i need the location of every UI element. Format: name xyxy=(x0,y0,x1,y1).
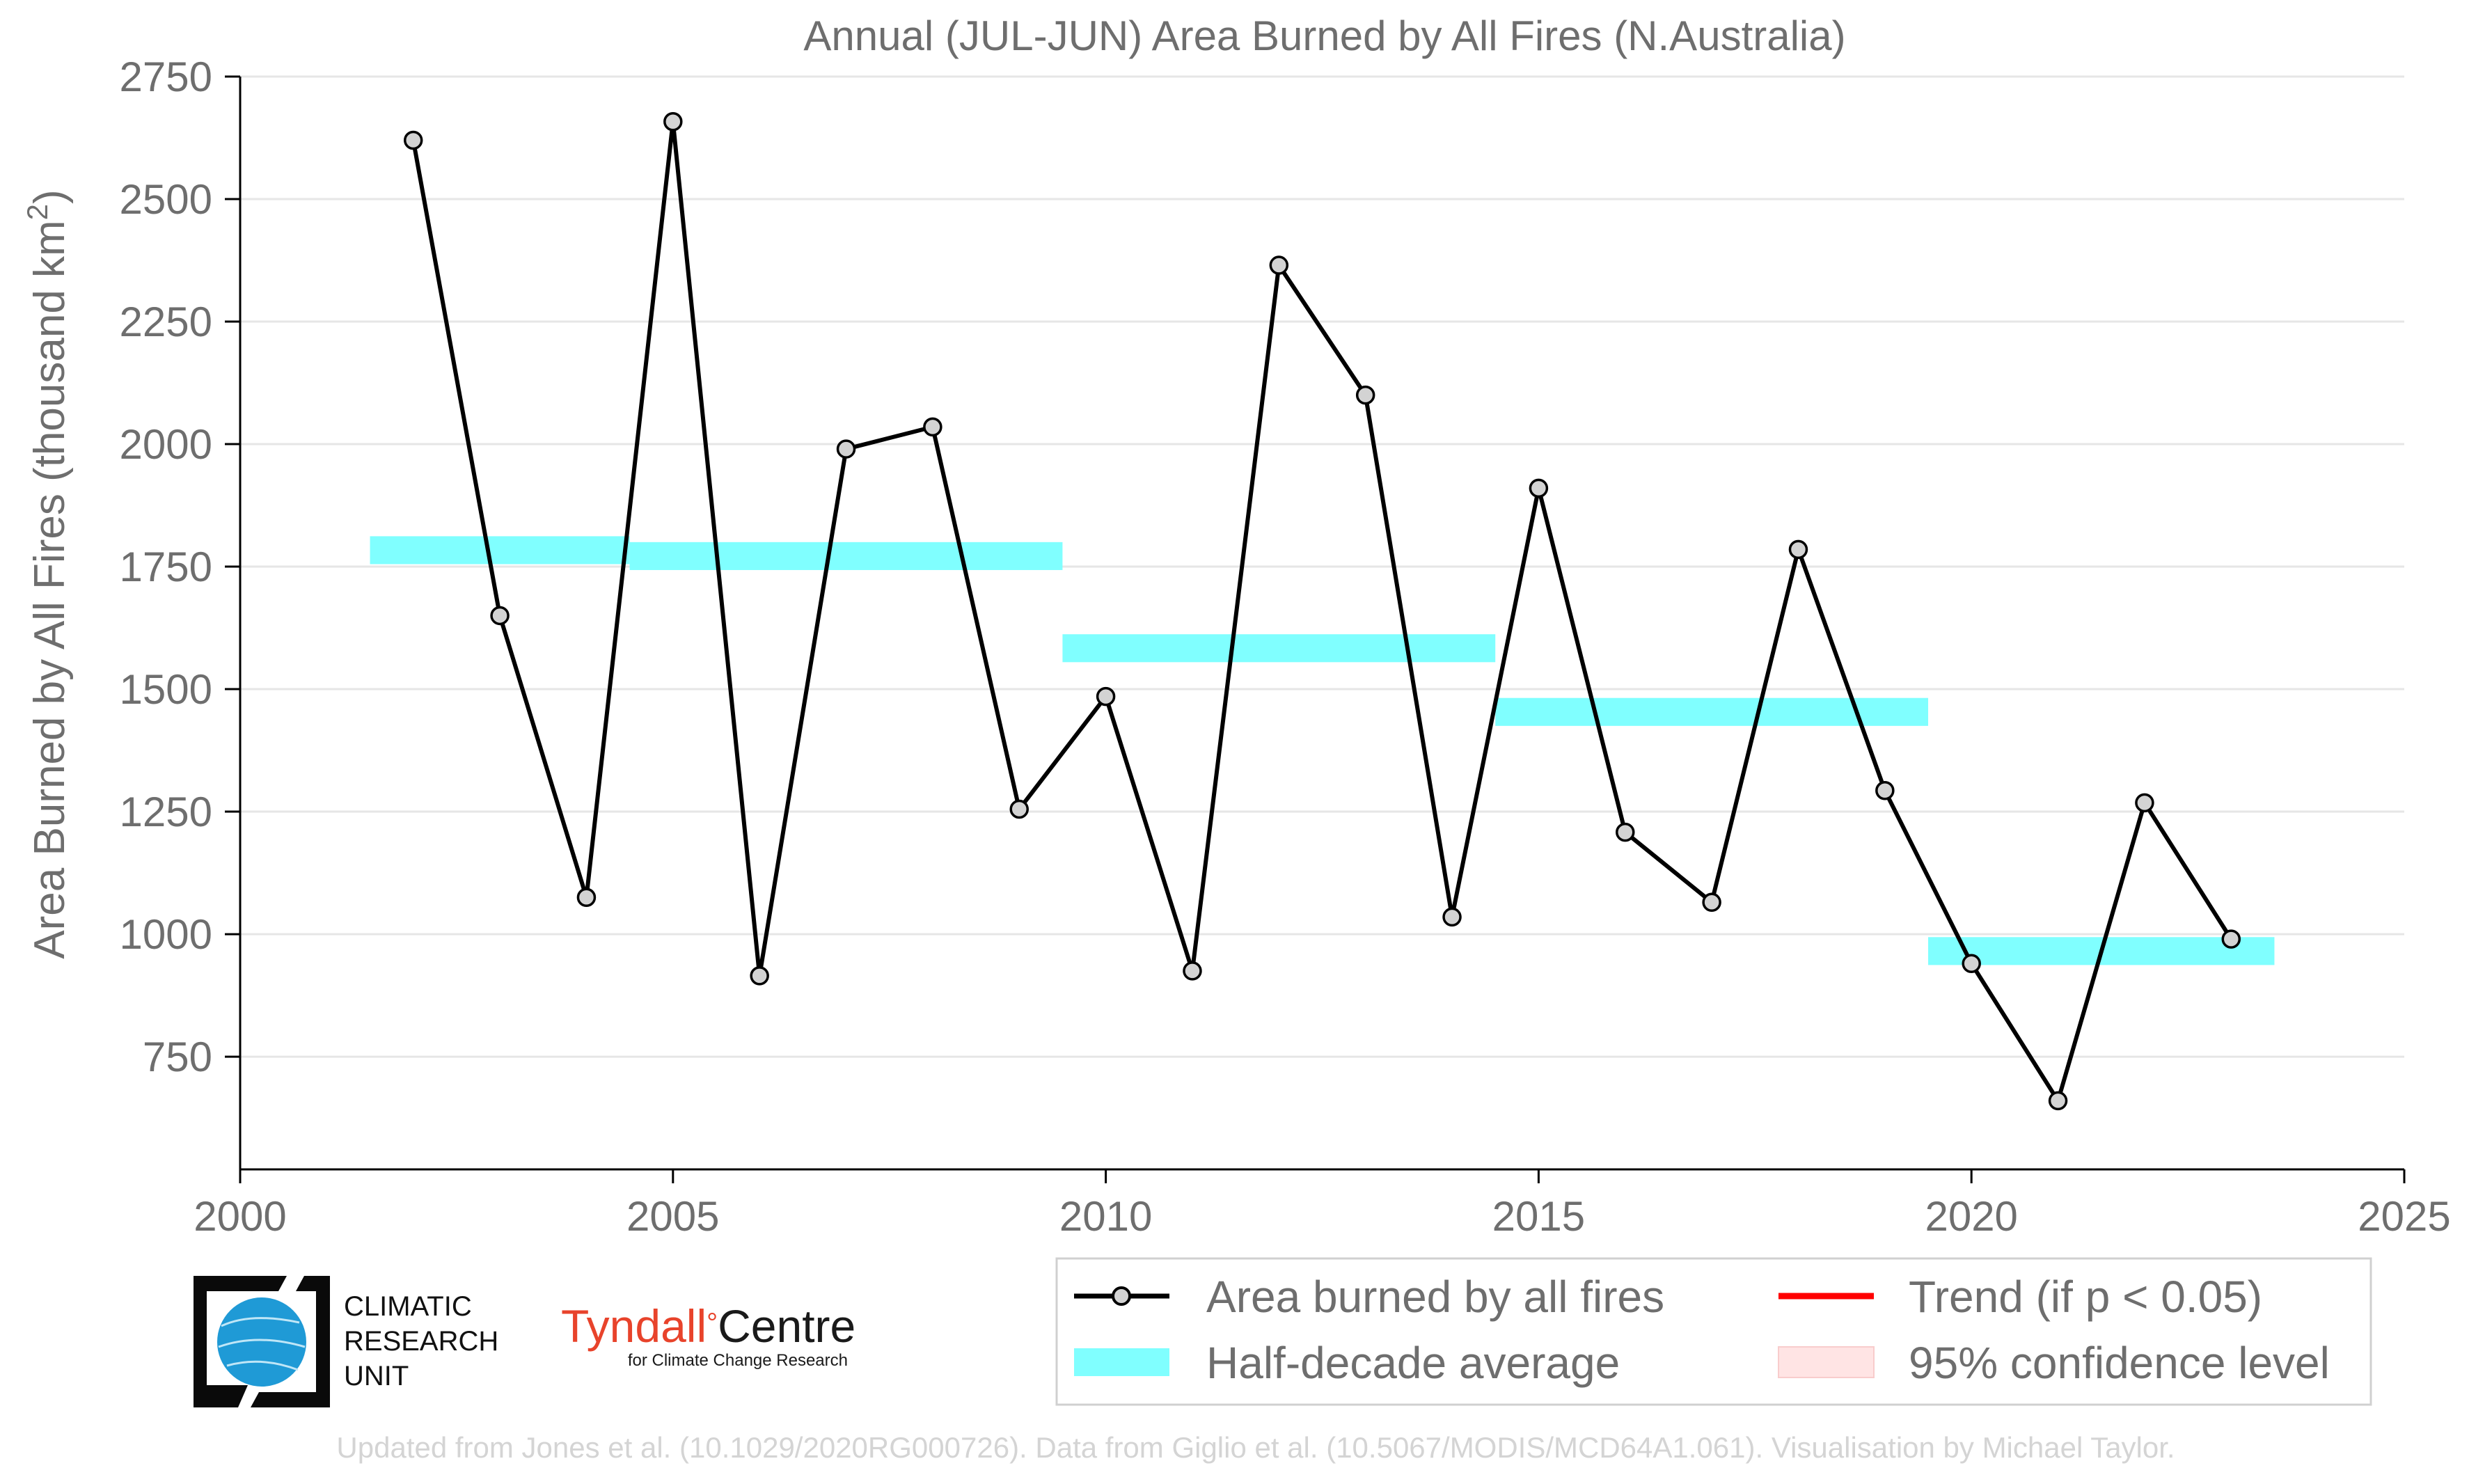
x-tick-label-2000: 2000 xyxy=(194,1193,286,1240)
legend-frame xyxy=(1055,1257,2372,1406)
y-tick-label-1750: 1750 xyxy=(120,544,212,590)
data-point-2009 xyxy=(1009,799,1029,819)
y-tick-label-2250: 2250 xyxy=(120,299,212,345)
data-point-2015 xyxy=(1529,478,1549,498)
data-point-2005 xyxy=(663,112,683,132)
y-tick-label-2750: 2750 xyxy=(120,54,212,100)
data-point-2004 xyxy=(576,887,597,908)
data-point-2008 xyxy=(923,417,942,437)
data-point-2013 xyxy=(1355,385,1375,405)
y-tick-label-1000: 1000 xyxy=(120,911,212,958)
axes xyxy=(239,77,2404,1171)
series-line xyxy=(411,121,2233,1106)
tick-labels: 750 1000 1250 1500 1750 2000 2250 2500 2750 2000 2… xyxy=(120,54,2451,1240)
data-point-2017 xyxy=(1702,892,1721,913)
footer-credits: Updated from Jones et al. (10.1029/2020R… xyxy=(336,1431,2175,1464)
legend-label-confidence: 95% confidence level xyxy=(1909,1338,2330,1388)
legend-entry-trend: Trend (if p < 0.05) xyxy=(1778,1272,2262,1322)
cru-logo: CLIMATIC RESEARCH UNIT xyxy=(194,1276,498,1407)
y-tick-label-2500: 2500 xyxy=(120,176,212,223)
half-decade-bar-4 xyxy=(1495,697,1929,726)
data-point-2002 xyxy=(403,130,423,150)
cru-text-line-2: RESEARCH xyxy=(344,1326,498,1357)
half-decade-bar-1 xyxy=(370,536,630,565)
half-decade-average-bars xyxy=(370,536,2275,965)
data-point-2006 xyxy=(750,966,769,986)
data-point-2010 xyxy=(1096,686,1116,707)
cru-logo-frame-right xyxy=(251,1276,330,1407)
data-point-2021 xyxy=(2048,1091,2068,1111)
data-point-2003 xyxy=(490,606,510,626)
legend-confidence-swatch xyxy=(1778,1346,1875,1378)
y-axis-label: Area Burned by All Fires (thousand km2) xyxy=(21,189,74,958)
data-point-2007 xyxy=(836,439,856,459)
legend-label-half-decade: Half-decade average xyxy=(1206,1338,1620,1388)
x-tick-label-2010: 2010 xyxy=(1059,1193,1152,1240)
cru-logo-frame-left xyxy=(194,1276,287,1407)
legend: Area burned by all fires Trend (if p < 0… xyxy=(1055,1257,2372,1406)
legend-entry-area-burned: Area burned by all fires xyxy=(1074,1272,1664,1322)
legend-entry-confidence: 95% confidence level xyxy=(1778,1338,2330,1388)
cru-text-line-1: CLIMATIC xyxy=(344,1291,472,1322)
data-point-2014 xyxy=(1442,907,1462,927)
tyndall-wordmark: Tyndall°Centre xyxy=(561,1300,855,1352)
legend-half-decade-swatch xyxy=(1074,1348,1169,1376)
x-tick-label-2015: 2015 xyxy=(1492,1193,1585,1240)
cru-text-line-3: UNIT xyxy=(344,1361,409,1391)
legend-entry-half-decade: Half-decade average xyxy=(1074,1338,1620,1388)
grid-lines xyxy=(240,75,2404,1058)
series-area-burned xyxy=(403,112,2241,1111)
x-tick-label-2025: 2025 xyxy=(2358,1193,2450,1240)
y-tick-label-1250: 1250 xyxy=(120,789,212,835)
tyndall-logo: Tyndall°Centre for Climate Change Resear… xyxy=(561,1300,855,1370)
chart-title: Annual (JUL-JUN) Area Burned by All Fire… xyxy=(803,13,1845,59)
y-tick-label-750: 750 xyxy=(143,1034,212,1080)
x-tick-label-2020: 2020 xyxy=(1925,1193,2017,1240)
data-point-2012 xyxy=(1269,255,1289,275)
data-point-2022 xyxy=(2135,793,2154,813)
data-point-2011 xyxy=(1183,961,1202,981)
tyndall-subtitle: for Climate Change Research xyxy=(628,1351,848,1370)
globe-lines xyxy=(218,1317,306,1371)
data-point-2019 xyxy=(1875,781,1895,800)
globe-icon xyxy=(217,1297,306,1387)
y-tick-label-1500: 1500 xyxy=(120,666,212,713)
y-tick-label-2000: 2000 xyxy=(120,421,212,468)
legend-label-trend: Trend (if p < 0.05) xyxy=(1909,1272,2262,1322)
data-point-2020 xyxy=(1962,954,1981,974)
data-point-2018 xyxy=(1788,539,1808,560)
data-point-2016 xyxy=(1616,822,1635,842)
legend-marker-swatch xyxy=(1112,1286,1131,1306)
legend-label-area-burned: Area burned by all fires xyxy=(1206,1272,1664,1322)
data-point-2023 xyxy=(2221,929,2241,949)
half-decade-bar-3 xyxy=(1062,634,1496,663)
x-tick-label-2005: 2005 xyxy=(626,1193,719,1240)
half-decade-bar-2 xyxy=(629,542,1063,570)
